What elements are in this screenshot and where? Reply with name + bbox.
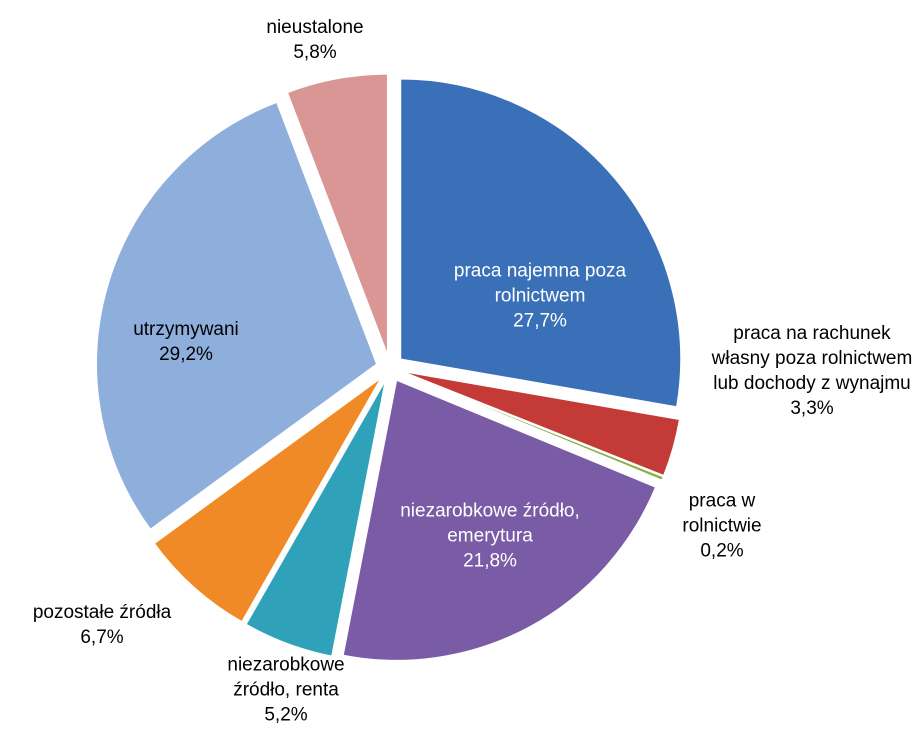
slice-label: niezarobkowe źródło, renta 5,2% — [201, 653, 371, 728]
slice-label: praca na rachunek własny poza rolnictwem… — [702, 321, 922, 421]
value-label: 5,8% — [293, 42, 337, 63]
pie-slice — [403, 371, 680, 477]
pie-slice — [96, 101, 378, 530]
category-label: pozostałe źródła — [32, 602, 172, 623]
category-label: praca w rolnictwie — [682, 490, 762, 537]
value-label: 0,2% — [700, 540, 744, 562]
value-label: 5,2% — [264, 704, 308, 726]
pie-slice — [286, 73, 388, 355]
slice-label: niezarobkowe źródło, emerytura 21,8% — [370, 499, 610, 574]
pie-slice — [402, 372, 664, 481]
slice-label: pozostałe źródła 6,7% — [0, 600, 207, 650]
pie-slice — [153, 378, 382, 623]
pie-slice — [400, 78, 682, 408]
category-label: utrzymywani — [133, 319, 239, 340]
value-label: 6,7% — [80, 627, 124, 648]
value-label: 29,2% — [159, 344, 213, 365]
category-label: praca na rachunek własny poza rolnictwem… — [711, 323, 913, 394]
slice-label: praca najemna poza rolnictwem 27,7% — [420, 259, 660, 334]
value-label: 21,8% — [463, 550, 517, 572]
category-label: niezarobkowe źródło, renta — [227, 654, 345, 701]
pie-slice — [245, 380, 386, 657]
category-label: niezarobkowe źródło, emerytura — [400, 500, 580, 547]
category-label: nieustalone — [266, 17, 364, 38]
pie-slice — [342, 379, 657, 661]
category-label: praca najemna poza rolnictwem — [453, 260, 627, 307]
value-label: 3,3% — [790, 398, 834, 419]
slice-label: utrzymywani 29,2% — [86, 317, 286, 367]
slice-label: praca w rolnictwie 0,2% — [657, 489, 787, 564]
slice-label: nieustalone 5,8% — [230, 15, 400, 65]
value-label: 27,7% — [513, 310, 567, 332]
